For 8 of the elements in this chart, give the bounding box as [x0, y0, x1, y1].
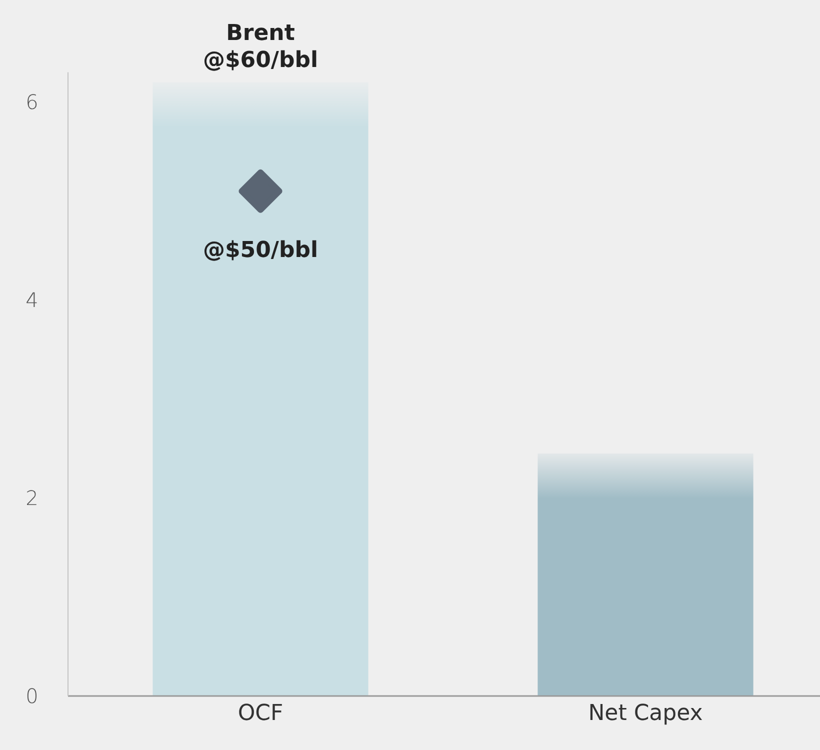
annotation: @$50/bbl	[203, 238, 318, 264]
y-tick-label: 6	[26, 90, 38, 114]
y-tick-label: 0	[26, 684, 38, 708]
annotation: Brent @$60/bbl	[203, 21, 318, 74]
y-tick-label: 2	[26, 486, 38, 510]
x-tick-label: OCF	[238, 701, 284, 726]
x-tick-label: Net Capex	[588, 701, 703, 726]
y-tick-label: 4	[26, 288, 38, 312]
